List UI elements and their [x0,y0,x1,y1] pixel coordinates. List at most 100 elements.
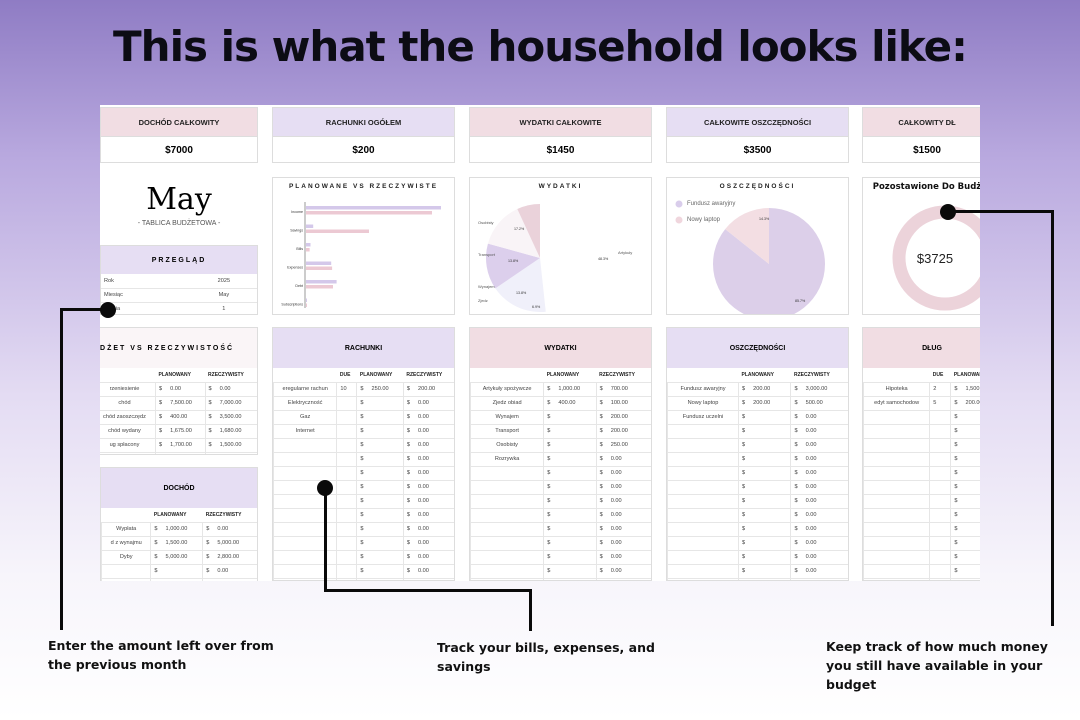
overview-cell[interactable]: Miesiąc [101,288,191,303]
table-cell[interactable] [929,522,951,537]
table-cell[interactable] [101,564,151,579]
table-cell[interactable]: chód zaoszczędz [100,410,156,425]
table-cell[interactable] [273,508,337,523]
overview-cell[interactable]: May [190,288,257,303]
table-cell[interactable]: 2 [929,382,951,397]
table-cell[interactable]: $ [737,564,791,579]
table-cell[interactable] [273,564,337,579]
table-cell[interactable]: $0.00 [402,466,454,481]
table-cell[interactable]: $ [737,438,791,453]
table-cell[interactable]: Wypłata [101,522,151,537]
table-cell[interactable] [336,494,357,509]
table-cell[interactable]: $ [950,480,980,495]
table-cell[interactable]: $0.00 [402,564,454,579]
table-cell[interactable]: $ [543,466,597,481]
table-cell[interactable]: $1,500.00 [204,438,257,453]
table-cell[interactable]: $0.00 [204,382,257,397]
table-cell[interactable] [863,508,930,523]
table-cell[interactable] [929,466,951,481]
table-cell[interactable]: $ [950,564,980,579]
table-cell[interactable] [336,396,357,411]
table-cell[interactable] [667,424,739,439]
table-cell[interactable]: Internet [273,424,337,439]
table-cell[interactable] [863,564,930,579]
table-cell[interactable] [470,550,544,565]
table-cell[interactable]: $ [543,578,597,580]
table-cell[interactable]: eregularne rachun [273,382,337,397]
overview-cell[interactable]: 1 [190,302,257,314]
table-cell[interactable]: $0.00 [790,424,848,439]
table-cell[interactable]: $0.00 [402,424,454,439]
table-cell[interactable]: $ [950,438,980,453]
table-cell[interactable] [667,550,739,565]
table-cell[interactable]: $400.00 [543,396,597,411]
table-cell[interactable] [336,564,357,579]
table-cell[interactable]: edyt samochodow [863,396,930,411]
table-cell[interactable]: $ [950,550,980,565]
table-cell[interactable] [336,550,357,565]
table-cell[interactable]: L E W Y [100,452,156,454]
table-cell[interactable]: $250.00 [356,382,404,397]
table-cell[interactable]: $1,675.00 [154,424,206,439]
table-cell[interactable] [336,466,357,481]
table-cell[interactable] [863,578,930,580]
table-cell[interactable] [667,522,739,537]
table-cell[interactable]: $0.00 [402,410,454,425]
table-cell[interactable]: $ [356,480,404,495]
table-cell[interactable]: $0.00 [790,536,848,551]
table-cell[interactable] [470,564,544,579]
table-cell[interactable] [929,536,951,551]
table-cell[interactable]: $ [356,494,404,509]
table-cell[interactable]: $0.00 [790,410,848,425]
table-cell[interactable] [336,480,357,495]
table-cell[interactable]: $ [543,438,597,453]
table-cell[interactable] [470,522,544,537]
table-cell[interactable]: $ [737,452,791,467]
table-cell[interactable] [929,578,951,580]
table-cell[interactable] [470,536,544,551]
table-cell[interactable]: $0.00 [790,508,848,523]
table-cell[interactable]: $ [543,452,597,467]
table-cell[interactable]: $0.00 [790,550,848,565]
table-cell[interactable]: $1,000.00 [150,522,203,537]
table-cell[interactable] [336,452,357,467]
table-cell[interactable]: $ [356,536,404,551]
table-cell[interactable]: $0.00 [595,452,651,467]
table-cell[interactable]: Rozrywka [470,452,544,467]
table-cell[interactable] [863,410,930,425]
table-cell[interactable] [273,466,337,481]
overview-cell[interactable]: 2025 [190,274,257,289]
table-cell[interactable]: $ [950,578,980,580]
table-cell[interactable]: $0.00 [402,396,454,411]
table-cell[interactable]: Fundusz awaryjny [667,382,739,397]
table-cell[interactable] [863,550,930,565]
table-cell[interactable]: $ [150,564,203,579]
table-cell[interactable]: $ [737,522,791,537]
table-cell[interactable]: $ [950,522,980,537]
table-cell[interactable]: $ [737,508,791,523]
table-cell[interactable] [667,494,739,509]
table-cell[interactable]: $200.00 [595,410,651,425]
table-cell[interactable] [667,480,739,495]
table-cell[interactable]: $ [150,578,203,581]
table-cell[interactable] [273,452,337,467]
table-cell[interactable] [929,410,951,425]
table-cell[interactable] [470,494,544,509]
table-cell[interactable]: ug spłacony [100,438,156,453]
table-cell[interactable]: $ [950,536,980,551]
table-cell[interactable]: $ [356,466,404,481]
table-cell[interactable]: $ [950,494,980,509]
table-cell[interactable]: $ [356,508,404,523]
table-cell[interactable] [470,466,544,481]
table-cell[interactable]: $ [543,410,597,425]
table-cell[interactable] [929,438,951,453]
table-cell[interactable] [470,578,544,580]
table-cell[interactable]: $0.00 [202,564,257,579]
table-cell[interactable]: $ [356,550,404,565]
table-cell[interactable]: $0.00 [402,438,454,453]
table-cell[interactable]: $ [737,410,791,425]
table-cell[interactable] [863,494,930,509]
table-cell[interactable]: $ [543,508,597,523]
table-cell[interactable] [929,452,951,467]
table-cell[interactable]: $0.00 [402,550,454,565]
